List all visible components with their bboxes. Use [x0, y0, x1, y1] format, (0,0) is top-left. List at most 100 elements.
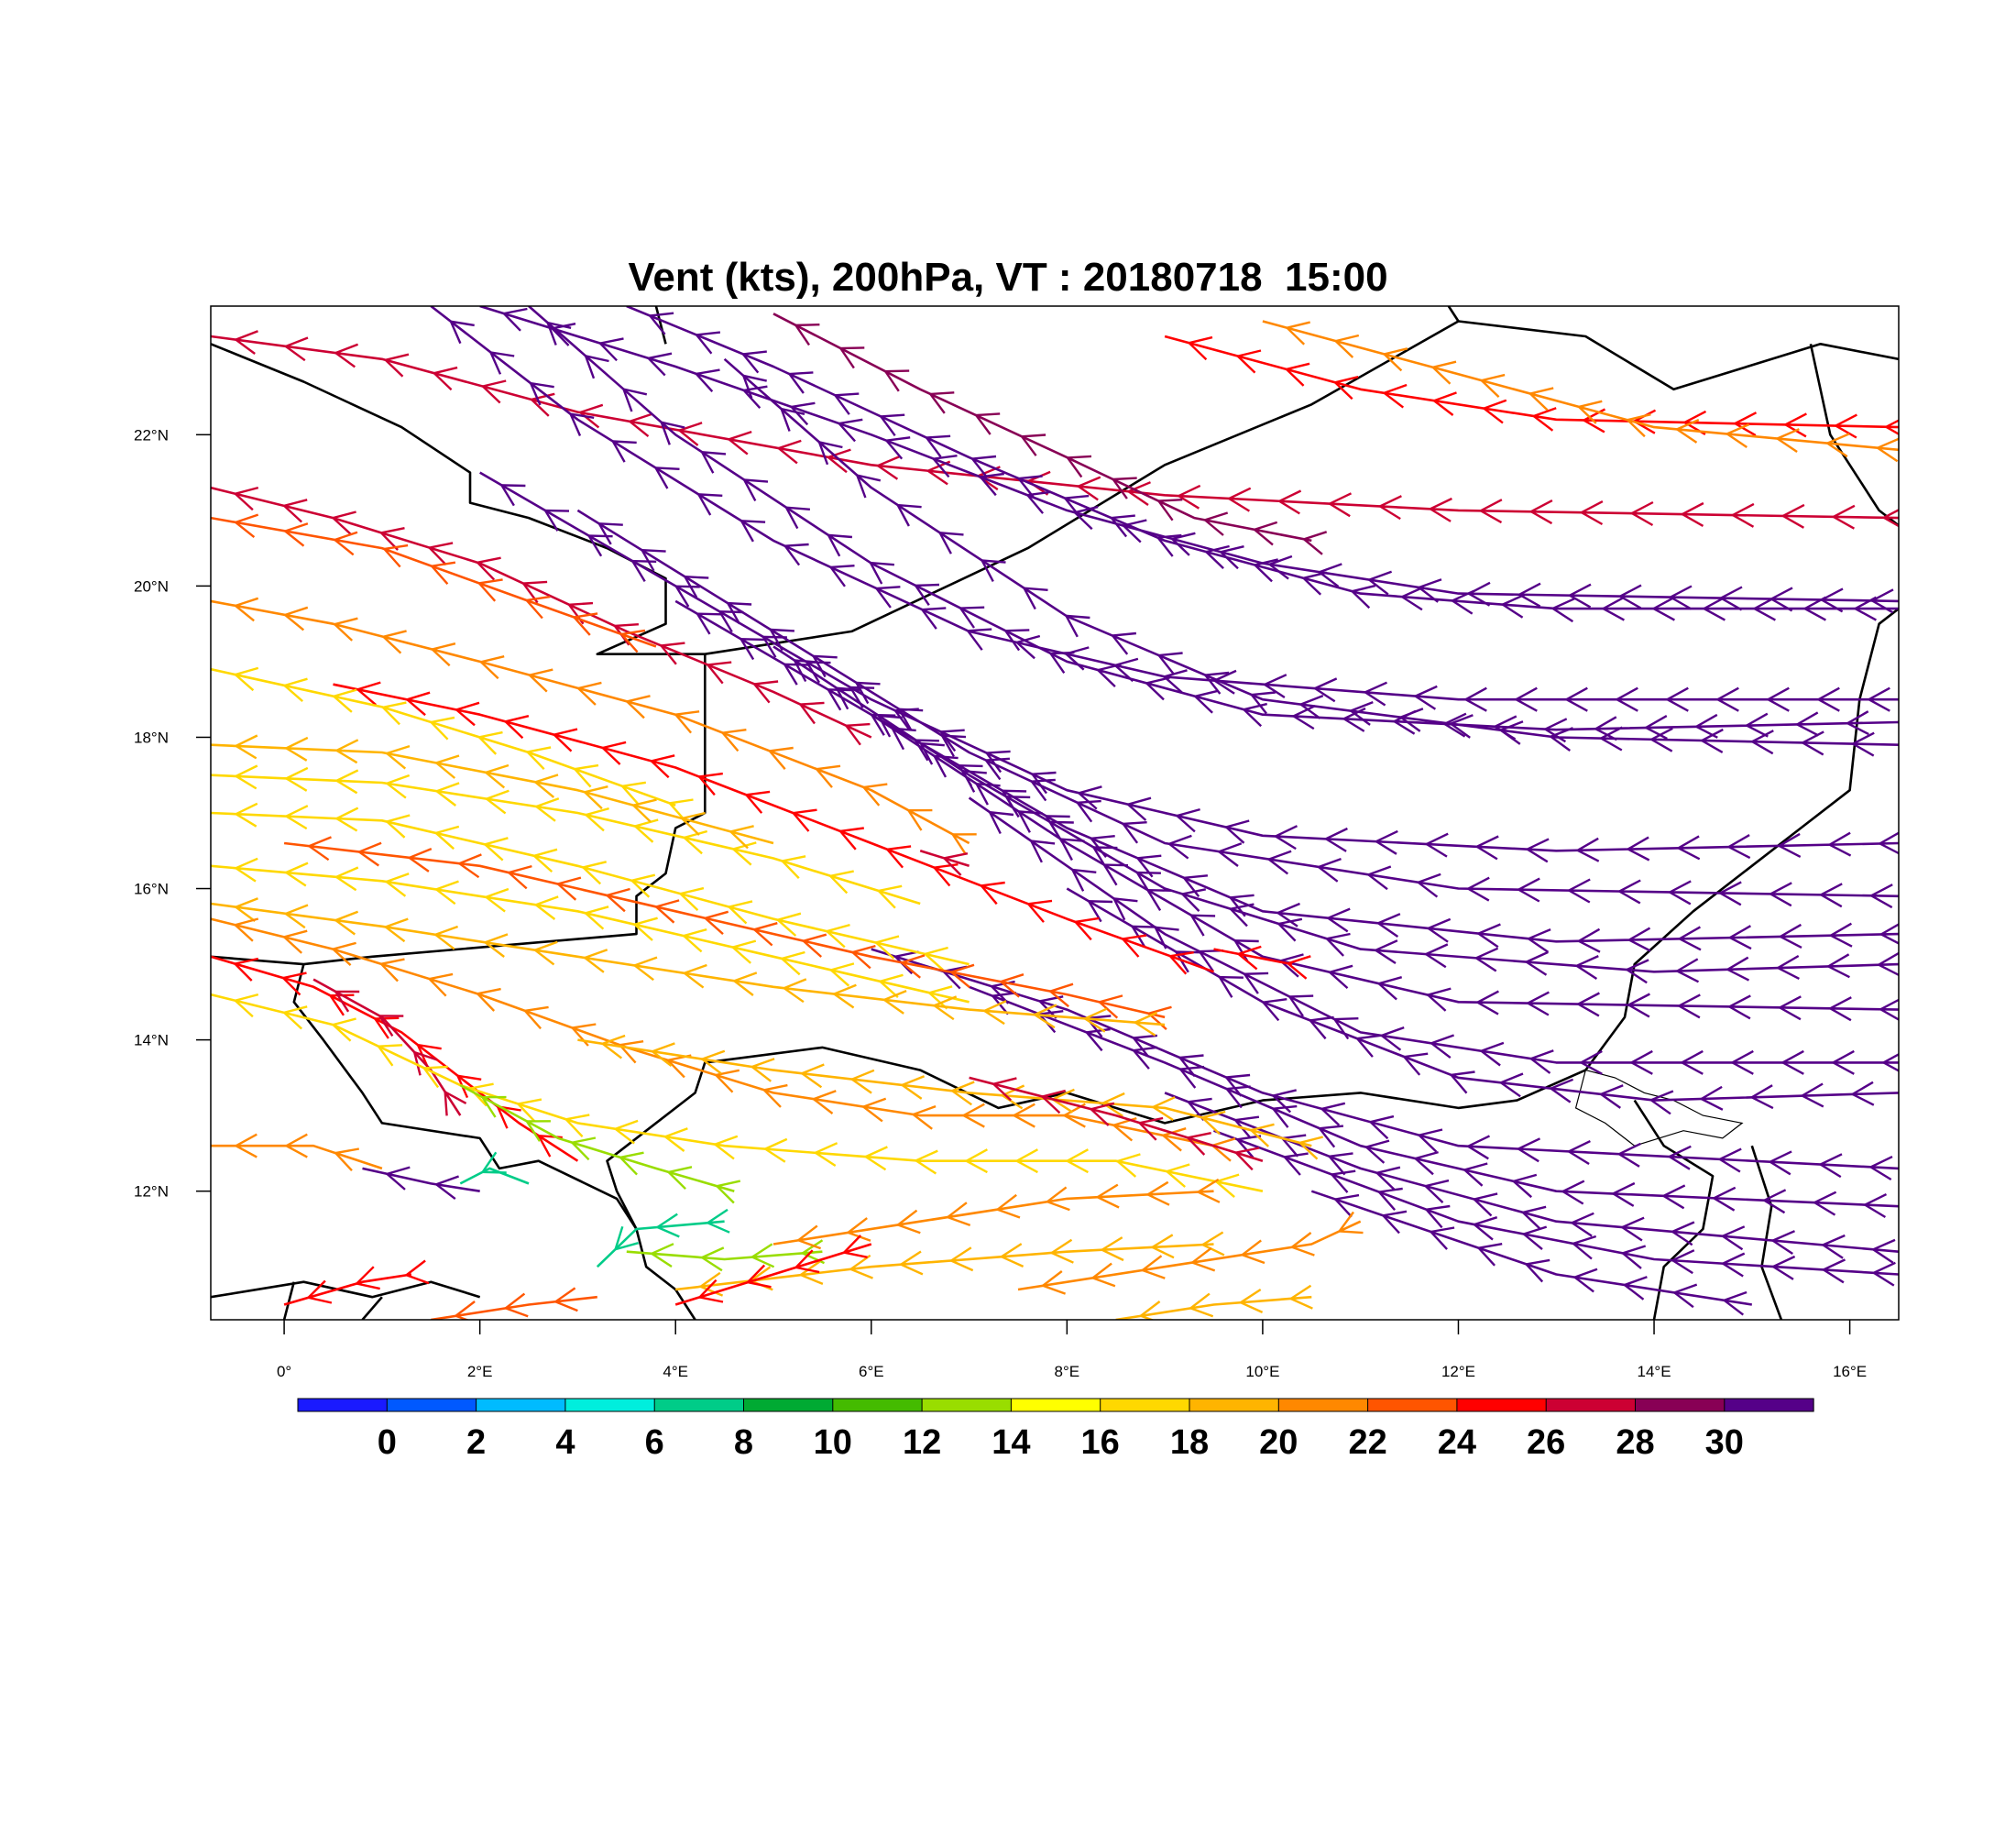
- wind-arrowhead: [1368, 1114, 1395, 1140]
- wind-arrowhead: [811, 654, 838, 678]
- wind-arrowhead: [860, 1097, 887, 1123]
- streamline: [969, 985, 1899, 1208]
- wind-arrowhead: [849, 1069, 875, 1094]
- wind-arrowhead: [1768, 1150, 1792, 1176]
- wind-arrowhead: [1871, 1261, 1896, 1287]
- wind-arrowhead: [503, 1292, 529, 1318]
- wind-arrowhead: [1228, 894, 1255, 917]
- colorbar-swatch: [922, 1399, 1012, 1411]
- wind-arrowhead: [1189, 914, 1216, 937]
- wind-arrowhead: [1777, 832, 1802, 858]
- wind-arrowhead: [911, 1104, 937, 1130]
- streamline: [283, 1273, 412, 1306]
- wind-arrowhead: [422, 1065, 448, 1089]
- wind-arrowhead: [1462, 1162, 1488, 1187]
- wind-arrowhead: [1616, 1142, 1641, 1168]
- wind-arrowhead: [990, 992, 1017, 1015]
- wind-arrowhead: [433, 925, 459, 950]
- colorbar-label: 8: [734, 1423, 753, 1462]
- wind-arrowhead: [480, 1151, 507, 1174]
- wind-arrowhead: [234, 802, 258, 828]
- wind-arrowhead: [1780, 1049, 1804, 1075]
- wind-arrowhead: [234, 764, 258, 790]
- wind-arrowhead: [1134, 871, 1161, 894]
- streamline: [723, 357, 1899, 746]
- wind-arrowhead: [834, 686, 860, 710]
- wind-arrowhead: [533, 797, 560, 822]
- wind-arrowhead: [1156, 499, 1183, 521]
- wind-arrowhead: [948, 963, 975, 989]
- wind-arrowhead: [876, 714, 903, 738]
- wind-arrowhead: [1722, 1290, 1748, 1316]
- colorbar-swatch: [1367, 1399, 1458, 1411]
- wind-arrowhead: [1525, 838, 1550, 863]
- wind-arrowhead: [742, 478, 769, 501]
- wind-arrowhead: [281, 929, 308, 954]
- wind-arrowhead: [678, 886, 705, 911]
- streamline: [674, 599, 1899, 943]
- wind-arrowhead: [1276, 489, 1302, 515]
- wind-arrowhead: [1429, 1226, 1455, 1250]
- wind-arrowhead: [449, 320, 475, 345]
- wind-arrowhead: [931, 455, 958, 478]
- wind-arrowhead: [898, 1250, 924, 1276]
- wind-arrowhead: [1100, 1236, 1124, 1262]
- wind-arrowhead: [730, 939, 757, 964]
- wind-arrowhead: [1101, 1092, 1125, 1117]
- wind-arrowhead: [281, 499, 308, 523]
- wind-arrowhead: [899, 954, 926, 979]
- wind-arrowhead: [233, 330, 258, 355]
- wind-arrowhead: [713, 1069, 740, 1093]
- wind-arrowhead: [928, 391, 955, 414]
- wind-arrowhead: [1500, 593, 1525, 619]
- wind-arrowhead: [999, 1243, 1024, 1268]
- wind-arrowhead: [855, 473, 882, 499]
- wind-arrowhead: [618, 1151, 644, 1176]
- wind-arrowhead: [1381, 1210, 1408, 1235]
- wind-arrowhead: [584, 354, 609, 379]
- wind-arrowhead: [1660, 1184, 1686, 1210]
- wind-arrowhead: [1045, 1186, 1070, 1212]
- wind-arrowhead: [1775, 428, 1800, 453]
- wind-arrowhead: [854, 681, 881, 705]
- wind-arrowhead: [1145, 888, 1172, 912]
- wind-arrowhead: [1578, 1049, 1603, 1075]
- wind-arrowhead: [1670, 1221, 1695, 1246]
- wind-arrowhead: [1156, 533, 1182, 557]
- wind-arrowhead: [516, 1098, 542, 1123]
- wind-arrowhead: [682, 829, 708, 855]
- colorbar-label: 14: [992, 1423, 1030, 1462]
- lake-outline: [1574, 1070, 1744, 1147]
- wind-arrowhead: [653, 899, 680, 924]
- colorbar-label: 6: [645, 1423, 664, 1462]
- streamline: [675, 1243, 1214, 1291]
- wind-arrowhead: [1178, 1054, 1204, 1078]
- wind-arrowhead: [1131, 1046, 1158, 1070]
- wind-arrowhead: [1883, 419, 1899, 436]
- wind-arrowhead: [234, 734, 258, 760]
- wind-arrowhead: [1226, 487, 1252, 512]
- streamline: [577, 1038, 1312, 1147]
- colorbar-swatch: [387, 1399, 477, 1411]
- wind-arrowhead: [334, 739, 359, 764]
- wind-arrowhead: [332, 617, 358, 642]
- wind-arrowhead: [841, 1235, 868, 1258]
- wind-arrowhead: [945, 1202, 971, 1227]
- streamline: [211, 774, 921, 906]
- wind-arrowhead: [524, 1120, 551, 1142]
- wind-arrowhead: [1240, 1239, 1265, 1265]
- wind-arrowhead: [846, 1217, 871, 1242]
- wind-arrowhead: [552, 728, 578, 752]
- wind-arrowhead: [978, 472, 1004, 497]
- wind-arrowhead: [750, 1243, 775, 1268]
- colorbar-swatch: [1100, 1399, 1190, 1411]
- wind-arrowhead: [926, 460, 951, 486]
- wind-arrowhead: [1827, 831, 1852, 857]
- wind-arrowhead: [483, 887, 509, 913]
- wind-arrowhead: [782, 978, 807, 1004]
- wind-arrowhead: [1086, 900, 1113, 923]
- wind-arrowhead: [884, 845, 912, 869]
- wind-arrowhead: [740, 350, 767, 374]
- wind-arrowhead: [838, 346, 865, 369]
- wind-arrowhead: [1449, 1070, 1475, 1094]
